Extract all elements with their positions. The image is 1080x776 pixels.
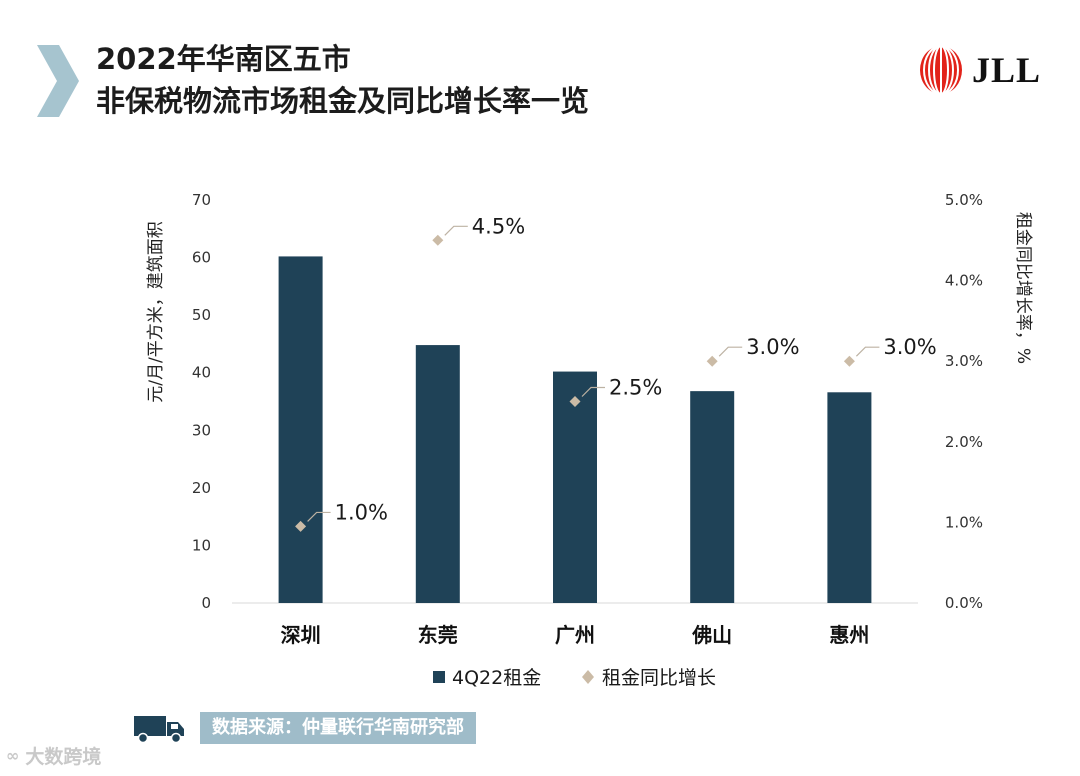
left-tick-label: 40 [192, 364, 211, 382]
watermark-text: 大数跨境 [25, 746, 102, 768]
right-tick-label: 4.0% [945, 272, 983, 290]
growth-leader-line [855, 346, 880, 357]
left-tick-label: 50 [192, 306, 211, 324]
jll-logo-icon [920, 45, 962, 95]
jll-logo: JLL [918, 44, 1041, 96]
growth-data-label: 1.0% [335, 500, 388, 524]
growth-data-label: 3.0% [746, 335, 799, 359]
bar-3 [553, 371, 597, 603]
right-tick-label: 1.0% [945, 513, 983, 531]
category-label: 惠州 [829, 623, 869, 647]
left-axis-title: 元/月/平方米，建筑面积 [146, 221, 166, 402]
page-title: 2022年华南区五市 非保税物流市场租金及同比增长率一览 [96, 38, 589, 122]
category-label: 广州 [555, 623, 595, 647]
left-tick-label: 60 [192, 249, 211, 267]
legend-bar-swatch [433, 671, 445, 683]
category-label: 佛山 [691, 623, 732, 647]
growth-marker-1 [295, 520, 307, 532]
bar-4 [690, 391, 735, 603]
growth-marker-5 [843, 355, 855, 367]
growth-series: 1.0% 4.5% 2.5% 3.0% 3.0% [295, 214, 937, 532]
growth-data-label: 3.0% [883, 335, 936, 359]
right-tick-label: 2.0% [945, 433, 983, 451]
truck-icon [134, 716, 184, 744]
growth-leader-line [581, 386, 605, 397]
logo-text: JLL [972, 50, 1042, 90]
watermark-icon: ∞ [6, 746, 20, 765]
left-tick-label: 20 [192, 479, 211, 497]
title-line-1: 2022年华南区五市 [96, 42, 351, 76]
bar-5 [827, 392, 872, 603]
chevron-icon [37, 45, 79, 117]
category-labels: 深圳 东莞 广州 佛山 惠州 [281, 623, 870, 647]
legend-marker-swatch [582, 670, 594, 684]
right-axis-ticks: 5.0% 4.0% 3.0% 2.0% 1.0% 0.0% [945, 191, 983, 612]
left-tick-label: 30 [192, 421, 211, 439]
left-tick-label: 0 [201, 594, 211, 612]
left-tick-label: 70 [192, 191, 211, 209]
growth-marker-4 [706, 355, 718, 367]
bar-series [278, 256, 872, 603]
growth-data-label: 2.5% [609, 376, 662, 400]
growth-leader-line [444, 225, 468, 236]
right-tick-label: 0.0% [945, 594, 983, 612]
right-axis-title: 租金同比增长率，% [1013, 212, 1033, 364]
legend-marker-label: 租金同比增长 [602, 667, 716, 689]
category-label: 东莞 [418, 623, 458, 647]
bar-2 [415, 345, 460, 603]
watermark: ∞ 大数跨境 [6, 742, 101, 769]
left-axis-ticks: 70 60 50 40 30 20 10 0 [192, 191, 211, 612]
source-note: 数据来源：仲量联行华南研究部 [200, 712, 476, 744]
category-label: 深圳 [281, 623, 321, 647]
growth-marker-2 [432, 234, 444, 246]
growth-marker-3 [569, 396, 581, 407]
chart: 70 60 50 40 30 20 10 0 5.0% 4.0% 3.0% 2.0% 1.0% 0.0%… [146, 191, 1033, 689]
title-line-2: 非保税物流市场租金及同比增长率一览 [96, 84, 590, 118]
growth-leader-line [718, 346, 743, 357]
bar-1 [278, 256, 323, 603]
left-tick-label: 10 [192, 536, 211, 554]
right-tick-label: 3.0% [945, 352, 983, 370]
growth-data-label: 4.5% [472, 214, 525, 238]
right-tick-label: 5.0% [945, 191, 983, 209]
legend-bar-label: 4Q22租金 [452, 667, 541, 689]
growth-leader-line [307, 511, 331, 522]
